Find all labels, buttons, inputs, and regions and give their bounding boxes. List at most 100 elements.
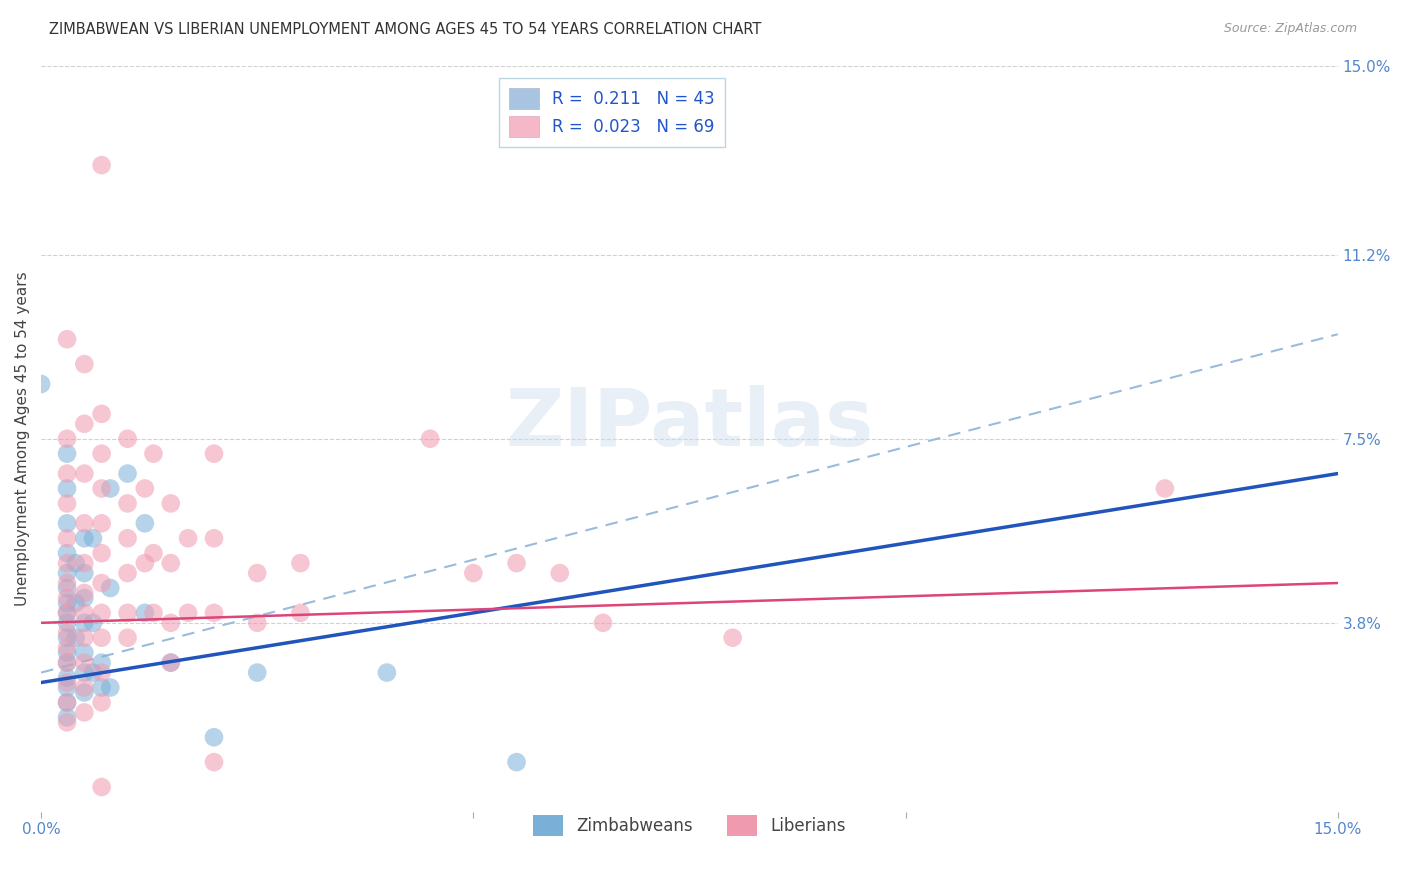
Point <box>73 357 96 371</box>
Point <box>56 646 79 660</box>
Point <box>73 665 96 680</box>
Point <box>159 656 181 670</box>
Point <box>56 576 79 591</box>
Point <box>90 656 112 670</box>
Text: ZIPatlas: ZIPatlas <box>505 384 873 463</box>
Point <box>73 566 96 580</box>
Point <box>56 556 79 570</box>
Point <box>177 606 200 620</box>
Point <box>117 467 139 481</box>
Point <box>90 576 112 591</box>
Point <box>202 755 225 769</box>
Point <box>202 606 225 620</box>
Point <box>117 631 139 645</box>
Point <box>56 432 79 446</box>
Point <box>98 581 121 595</box>
Point <box>202 731 225 745</box>
Point <box>56 625 79 640</box>
Point <box>56 531 79 545</box>
Point <box>90 665 112 680</box>
Point <box>56 467 79 481</box>
Point <box>1154 482 1177 496</box>
Point <box>73 467 96 481</box>
Point <box>56 546 79 560</box>
Point <box>82 531 104 545</box>
Point <box>90 681 112 695</box>
Point <box>117 432 139 446</box>
Point <box>73 656 96 670</box>
Point <box>65 596 87 610</box>
Point <box>134 556 156 570</box>
Point <box>56 596 79 610</box>
Point <box>142 546 165 560</box>
Point <box>56 710 79 724</box>
Point <box>134 606 156 620</box>
Point <box>56 332 79 346</box>
Point <box>202 531 225 545</box>
Point <box>505 556 527 570</box>
Point <box>73 646 96 660</box>
Point <box>73 631 96 645</box>
Point <box>73 556 96 570</box>
Point <box>56 516 79 531</box>
Point <box>290 556 312 570</box>
Point <box>159 496 181 510</box>
Point <box>56 447 79 461</box>
Point <box>177 531 200 545</box>
Point <box>56 496 79 510</box>
Point <box>56 482 79 496</box>
Point <box>73 615 96 630</box>
Point <box>134 516 156 531</box>
Point <box>134 482 156 496</box>
Point <box>419 432 441 446</box>
Point <box>90 447 112 461</box>
Point <box>117 531 139 545</box>
Point <box>117 606 139 620</box>
Point <box>56 656 79 670</box>
Point <box>65 556 87 570</box>
Point <box>56 631 79 645</box>
Point <box>505 755 527 769</box>
Point <box>73 606 96 620</box>
Point <box>30 377 52 392</box>
Text: ZIMBABWEAN VS LIBERIAN UNEMPLOYMENT AMONG AGES 45 TO 54 YEARS CORRELATION CHART: ZIMBABWEAN VS LIBERIAN UNEMPLOYMENT AMON… <box>49 22 762 37</box>
Point <box>73 685 96 699</box>
Point <box>56 581 79 595</box>
Point <box>142 606 165 620</box>
Point <box>73 706 96 720</box>
Point <box>82 665 104 680</box>
Point <box>56 715 79 730</box>
Point <box>56 671 79 685</box>
Point <box>56 640 79 655</box>
Point <box>56 615 79 630</box>
Point <box>90 780 112 794</box>
Point <box>246 566 269 580</box>
Point <box>592 615 614 630</box>
Point <box>56 695 79 709</box>
Point <box>56 606 79 620</box>
Y-axis label: Unemployment Among Ages 45 to 54 years: Unemployment Among Ages 45 to 54 years <box>15 271 30 606</box>
Point <box>721 631 744 645</box>
Point <box>548 566 571 580</box>
Point <box>73 681 96 695</box>
Point <box>73 531 96 545</box>
Point <box>90 546 112 560</box>
Point <box>159 656 181 670</box>
Point <box>90 631 112 645</box>
Point <box>65 631 87 645</box>
Point <box>56 695 79 709</box>
Point <box>375 665 398 680</box>
Point <box>56 566 79 580</box>
Point <box>73 586 96 600</box>
Point <box>290 606 312 620</box>
Point <box>159 556 181 570</box>
Legend: Zimbabweans, Liberians: Zimbabweans, Liberians <box>524 806 853 845</box>
Point <box>202 447 225 461</box>
Point <box>90 482 112 496</box>
Point <box>56 606 79 620</box>
Point <box>117 566 139 580</box>
Point <box>56 656 79 670</box>
Point <box>73 591 96 605</box>
Point <box>98 681 121 695</box>
Point <box>56 681 79 695</box>
